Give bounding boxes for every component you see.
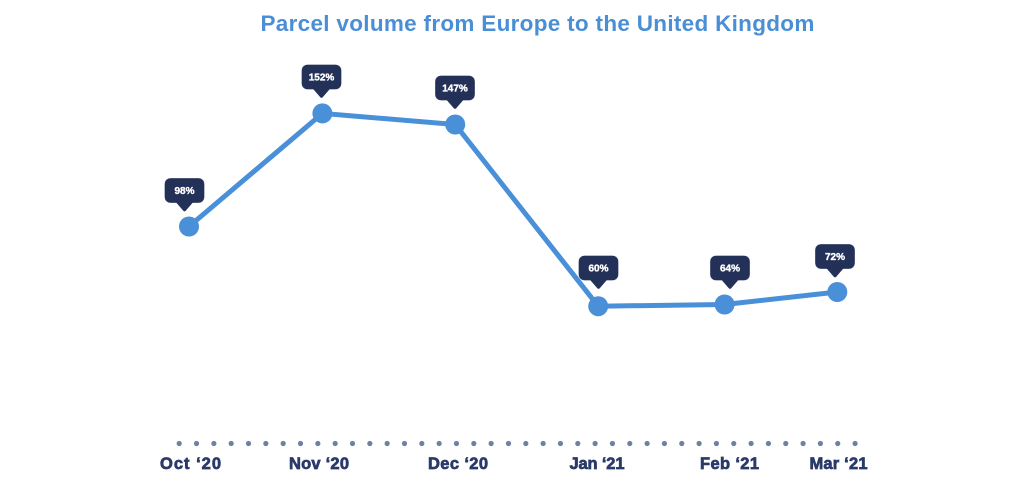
svg-text:60%: 60% [588, 264, 608, 275]
svg-text:Feb ‘21: Feb ‘21 [700, 455, 759, 473]
svg-text:Nov ‘20: Nov ‘20 [289, 455, 349, 473]
svg-text:Dec ‘20: Dec ‘20 [428, 455, 488, 473]
svg-text:Mar ‘21: Mar ‘21 [810, 455, 868, 473]
svg-text:72%: 72% [825, 252, 845, 263]
svg-text:64%: 64% [720, 264, 740, 275]
svg-text:147%: 147% [442, 84, 468, 95]
svg-text:Jan ‘21: Jan ‘21 [570, 455, 625, 473]
svg-text:Oct ‘20: Oct ‘20 [160, 455, 221, 473]
svg-text:Parcel volume from Europe to t: Parcel volume from Europe to the United … [261, 11, 815, 36]
svg-text:152%: 152% [309, 73, 335, 84]
svg-text:98%: 98% [174, 186, 194, 197]
